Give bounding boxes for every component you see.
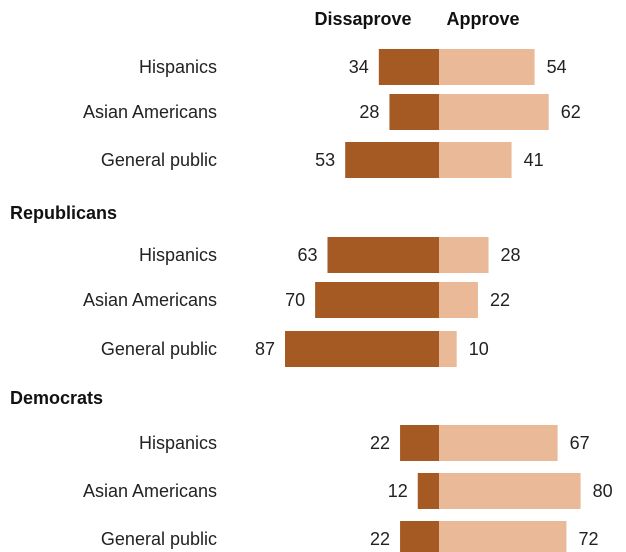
bar-disapprove — [400, 425, 439, 461]
value-label-disapprove: 22 — [370, 529, 390, 549]
bar-approve — [439, 331, 457, 367]
value-label-disapprove: 12 — [388, 481, 408, 501]
bar-disapprove — [285, 331, 439, 367]
bar-disapprove — [400, 521, 439, 552]
value-label-approve: 54 — [547, 57, 567, 77]
category-label: Asian Americans — [83, 290, 217, 310]
bar-disapprove — [378, 49, 439, 85]
value-label-approve: 41 — [524, 150, 544, 170]
value-label-approve: 22 — [490, 290, 510, 310]
value-label-disapprove: 22 — [370, 433, 390, 453]
category-label: General public — [101, 529, 217, 549]
group-label: Republicans — [10, 203, 117, 223]
bar-approve — [439, 142, 512, 178]
category-label: Hispanics — [139, 245, 217, 265]
bar-disapprove — [417, 473, 439, 509]
value-label-approve: 67 — [570, 433, 590, 453]
category-label: Hispanics — [139, 57, 217, 77]
value-label-approve: 62 — [561, 102, 581, 122]
bar-approve — [439, 521, 567, 552]
value-label-disapprove: 53 — [315, 150, 335, 170]
category-label: General public — [101, 150, 217, 170]
category-label: Asian Americans — [83, 102, 217, 122]
value-label-disapprove: 34 — [349, 57, 369, 77]
value-label-disapprove: 87 — [255, 339, 275, 359]
bar-approve — [439, 473, 581, 509]
value-label-approve: 28 — [501, 245, 521, 265]
bar-disapprove — [345, 142, 439, 178]
bar-disapprove — [315, 282, 439, 318]
chart-marks: Hispanics 34 54 Asian Americans 28 62 General … — [10, 49, 613, 552]
value-label-approve: 72 — [578, 529, 598, 549]
category-label: Hispanics — [139, 433, 217, 453]
bar-approve — [439, 237, 489, 273]
legend-approve-header: Approve — [446, 9, 519, 29]
bar-approve — [439, 282, 478, 318]
bar-approve — [439, 94, 549, 130]
bar-disapprove — [389, 94, 439, 130]
category-label: Asian Americans — [83, 481, 217, 501]
bar-approve — [439, 49, 535, 85]
value-label-disapprove: 28 — [359, 102, 379, 122]
value-label-disapprove: 70 — [285, 290, 305, 310]
category-label: General public — [101, 339, 217, 359]
bar-approve — [439, 425, 558, 461]
value-label-disapprove: 63 — [297, 245, 317, 265]
group-label: Democrats — [10, 388, 103, 408]
legend-disapprove-header: Dissaprove — [314, 9, 411, 29]
value-label-approve: 10 — [469, 339, 489, 359]
value-label-approve: 80 — [593, 481, 613, 501]
bar-disapprove — [327, 237, 439, 273]
